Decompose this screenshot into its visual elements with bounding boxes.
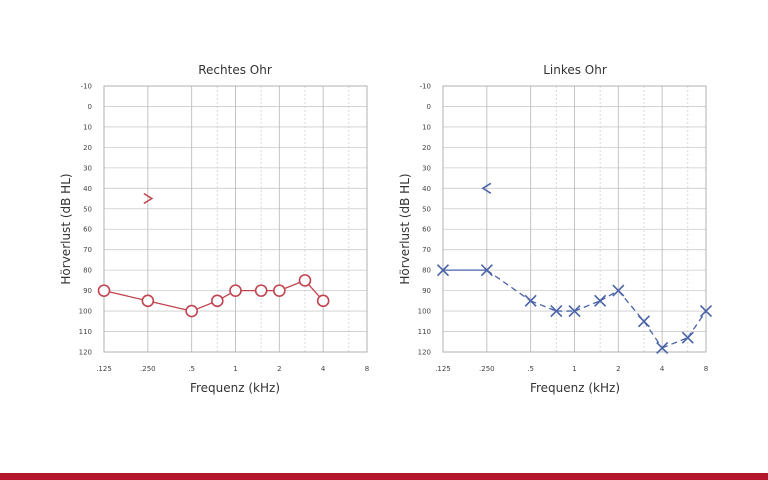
y-tick-label: -10 — [420, 83, 431, 91]
plot-frame — [103, 85, 368, 353]
x-tick-label: .250 — [479, 365, 495, 373]
x-tick-label: 4 — [321, 365, 326, 373]
y-tick-label: 40 — [83, 185, 92, 193]
series-line-segment — [147, 300, 192, 312]
y-tick-label: 70 — [422, 246, 431, 254]
data-point-cross — [656, 341, 669, 354]
y-tick-label: 30 — [422, 164, 431, 172]
y-tick-label: 120 — [418, 349, 431, 357]
data-point-bracket-left — [481, 182, 492, 194]
plot-frame — [442, 85, 707, 353]
series-line-segment — [486, 269, 532, 302]
data-point-circle — [141, 294, 155, 308]
data-point-cross — [612, 284, 625, 297]
data-point-cross — [436, 264, 450, 277]
y-tick-label: 60 — [422, 226, 431, 234]
data-point-cross — [568, 305, 581, 318]
data-point-bracket-right — [143, 192, 154, 205]
data-point-cross — [681, 331, 694, 344]
y-tick-label: 100 — [79, 308, 92, 316]
x-tick-label: .5 — [188, 365, 195, 373]
data-point-circle — [211, 294, 224, 308]
footer-accent-bar — [0, 473, 768, 480]
x-tick-label: 8 — [365, 365, 369, 373]
series-line-segment — [599, 290, 619, 302]
data-point-cross — [524, 294, 537, 307]
x-tick-label: 8 — [704, 365, 708, 373]
data-point-cross — [550, 305, 563, 318]
y-tick-label: 120 — [79, 349, 92, 357]
y-tick-label: 60 — [83, 226, 92, 234]
series-line-segment — [661, 337, 689, 349]
series-line-segment — [574, 300, 601, 312]
series-line-segment — [643, 320, 663, 349]
chart-left-ear: -10 0 10 20 30 40 50 60 70 80 90 100 110 120 .125 .250.… — [398, 63, 713, 395]
y-tick-label: 100 — [418, 308, 431, 316]
x-tick-label: .125 — [435, 365, 451, 373]
y-tick-label: 80 — [83, 267, 92, 275]
y-tick-label: 10 — [83, 123, 92, 131]
x-tick-label: 2 — [277, 365, 281, 373]
y-tick-label: 110 — [79, 328, 92, 336]
y-tick-label: 50 — [83, 205, 92, 213]
y-tick-label: 0 — [88, 103, 92, 111]
x-tick-label: 2 — [616, 365, 620, 373]
data-point-cross — [699, 305, 713, 318]
data-point-circle — [298, 274, 312, 287]
series-line-segment — [103, 289, 148, 302]
data-point-circle — [229, 284, 242, 297]
y-tick-label: 90 — [83, 287, 92, 295]
y-tick-label: 50 — [422, 205, 431, 213]
data-point-circle — [185, 304, 198, 318]
data-point-cross — [480, 264, 493, 277]
data-point-cross — [594, 294, 607, 307]
x-tick-label: .125 — [96, 365, 112, 373]
x-tick-label: .250 — [140, 365, 156, 373]
y-tick-label: 0 — [427, 103, 431, 111]
y-tick-label: 110 — [418, 328, 431, 336]
y-tick-label: 20 — [422, 144, 431, 152]
x-tick-label: .5 — [527, 365, 534, 373]
y-axis-label: Hörverlust (dB HL) — [398, 173, 412, 284]
x-axis-label: Frequenz (kHz) — [530, 381, 620, 395]
data-point-circle — [97, 284, 111, 297]
data-point-circle — [254, 284, 268, 297]
chart-title: Linkes Ohr — [543, 63, 607, 77]
y-axis-label: Hörverlust (dB HL) — [59, 173, 73, 284]
y-tick-label: -10 — [81, 83, 92, 91]
data-point-circle — [316, 294, 330, 308]
y-tick-label: 20 — [83, 144, 92, 152]
series-line-segment — [530, 300, 557, 312]
x-tick-label: 1 — [233, 365, 237, 373]
y-tick-label: 80 — [422, 267, 431, 275]
y-tick-label: 70 — [83, 246, 92, 254]
y-tick-label: 10 — [422, 123, 431, 131]
data-point-cross — [637, 315, 651, 328]
x-tick-label: 4 — [660, 365, 665, 373]
x-tick-label: 1 — [572, 365, 576, 373]
y-tick-label: 40 — [422, 185, 431, 193]
chart-right-ear: -10 0 10 20 30 40 50 60 70 80 90 100 110 120 .125 .250.… — [59, 63, 369, 395]
series-line-segment — [687, 310, 707, 339]
x-axis-label: Frequenz (kHz) — [190, 381, 280, 395]
data-point-circle — [273, 284, 286, 297]
y-tick-label: 30 — [83, 164, 92, 172]
chart-title: Rechtes Ohr — [198, 63, 272, 77]
y-tick-label: 90 — [422, 287, 431, 295]
